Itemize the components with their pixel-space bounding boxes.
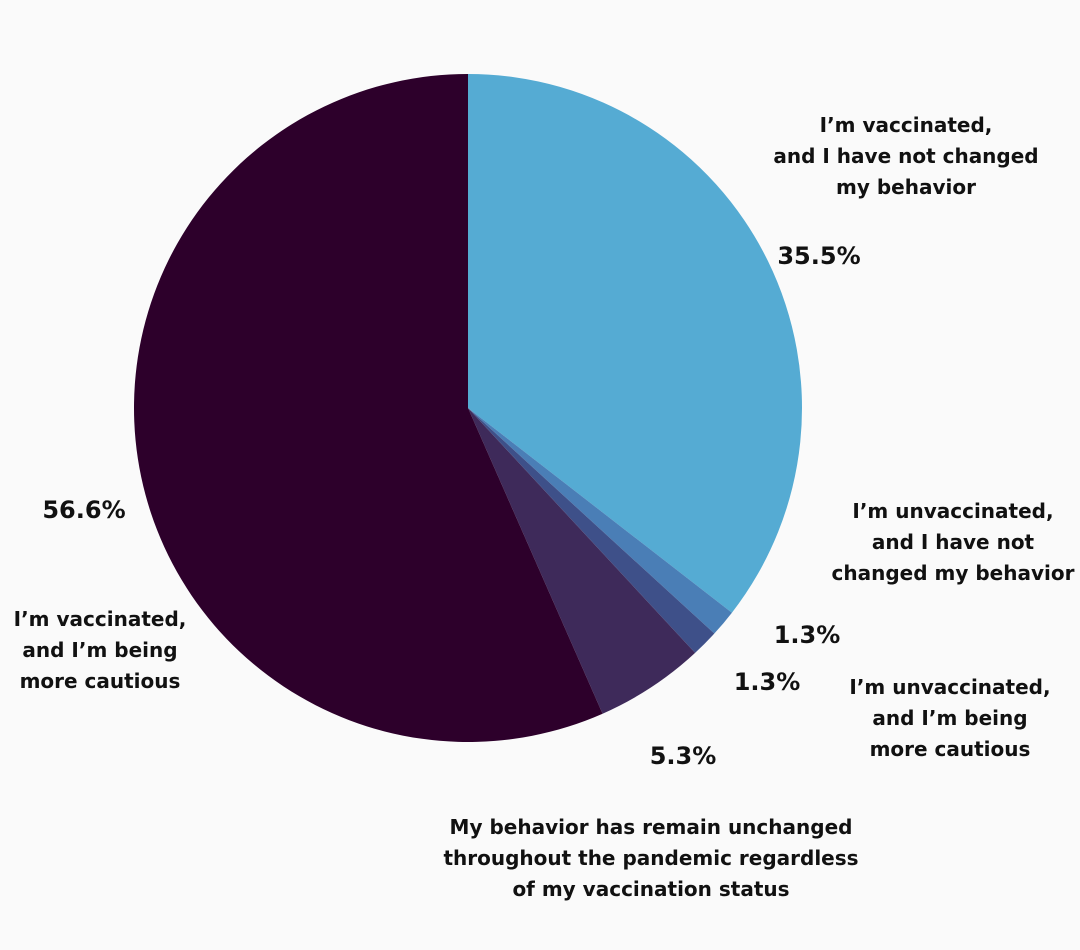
slice-label-unchanged-regardless: My behavior has remain unchanged througho… xyxy=(443,815,858,901)
percent-label-vaccinated-unchanged: 35.5% xyxy=(777,242,860,270)
percent-label-unvaccinated-unchanged: 1.3% xyxy=(774,621,841,649)
pie-slice-unvaccinated-unchanged xyxy=(468,408,732,634)
percent-label-unvaccinated-cautious: 1.3% xyxy=(734,668,801,696)
pie-slice-unvaccinated-cautious xyxy=(468,408,715,653)
slice-label-vaccinated-cautious: I’m vaccinated, and I’m being more cautiou… xyxy=(14,607,187,693)
pie-labels: I’m vaccinated, and I have not changed my … xyxy=(14,113,1075,901)
pie-slice-vaccinated-cautious xyxy=(134,74,603,742)
pie-slice-vaccinated-unchanged xyxy=(468,74,803,613)
slice-label-unvaccinated-cautious: I’m unvaccinated, and I’m being more cauti… xyxy=(849,675,1050,761)
pie-slices xyxy=(134,74,803,742)
pie-slice-unchanged-regardless xyxy=(468,408,696,714)
slice-label-vaccinated-unchanged: I’m vaccinated, and I have not changed my … xyxy=(773,113,1038,199)
percent-label-unchanged-regardless: 5.3% xyxy=(650,742,717,770)
percent-label-vaccinated-cautious: 56.6% xyxy=(42,496,125,524)
slice-label-unvaccinated-unchanged: I’m unvaccinated, and I have not changed m… xyxy=(832,499,1075,585)
